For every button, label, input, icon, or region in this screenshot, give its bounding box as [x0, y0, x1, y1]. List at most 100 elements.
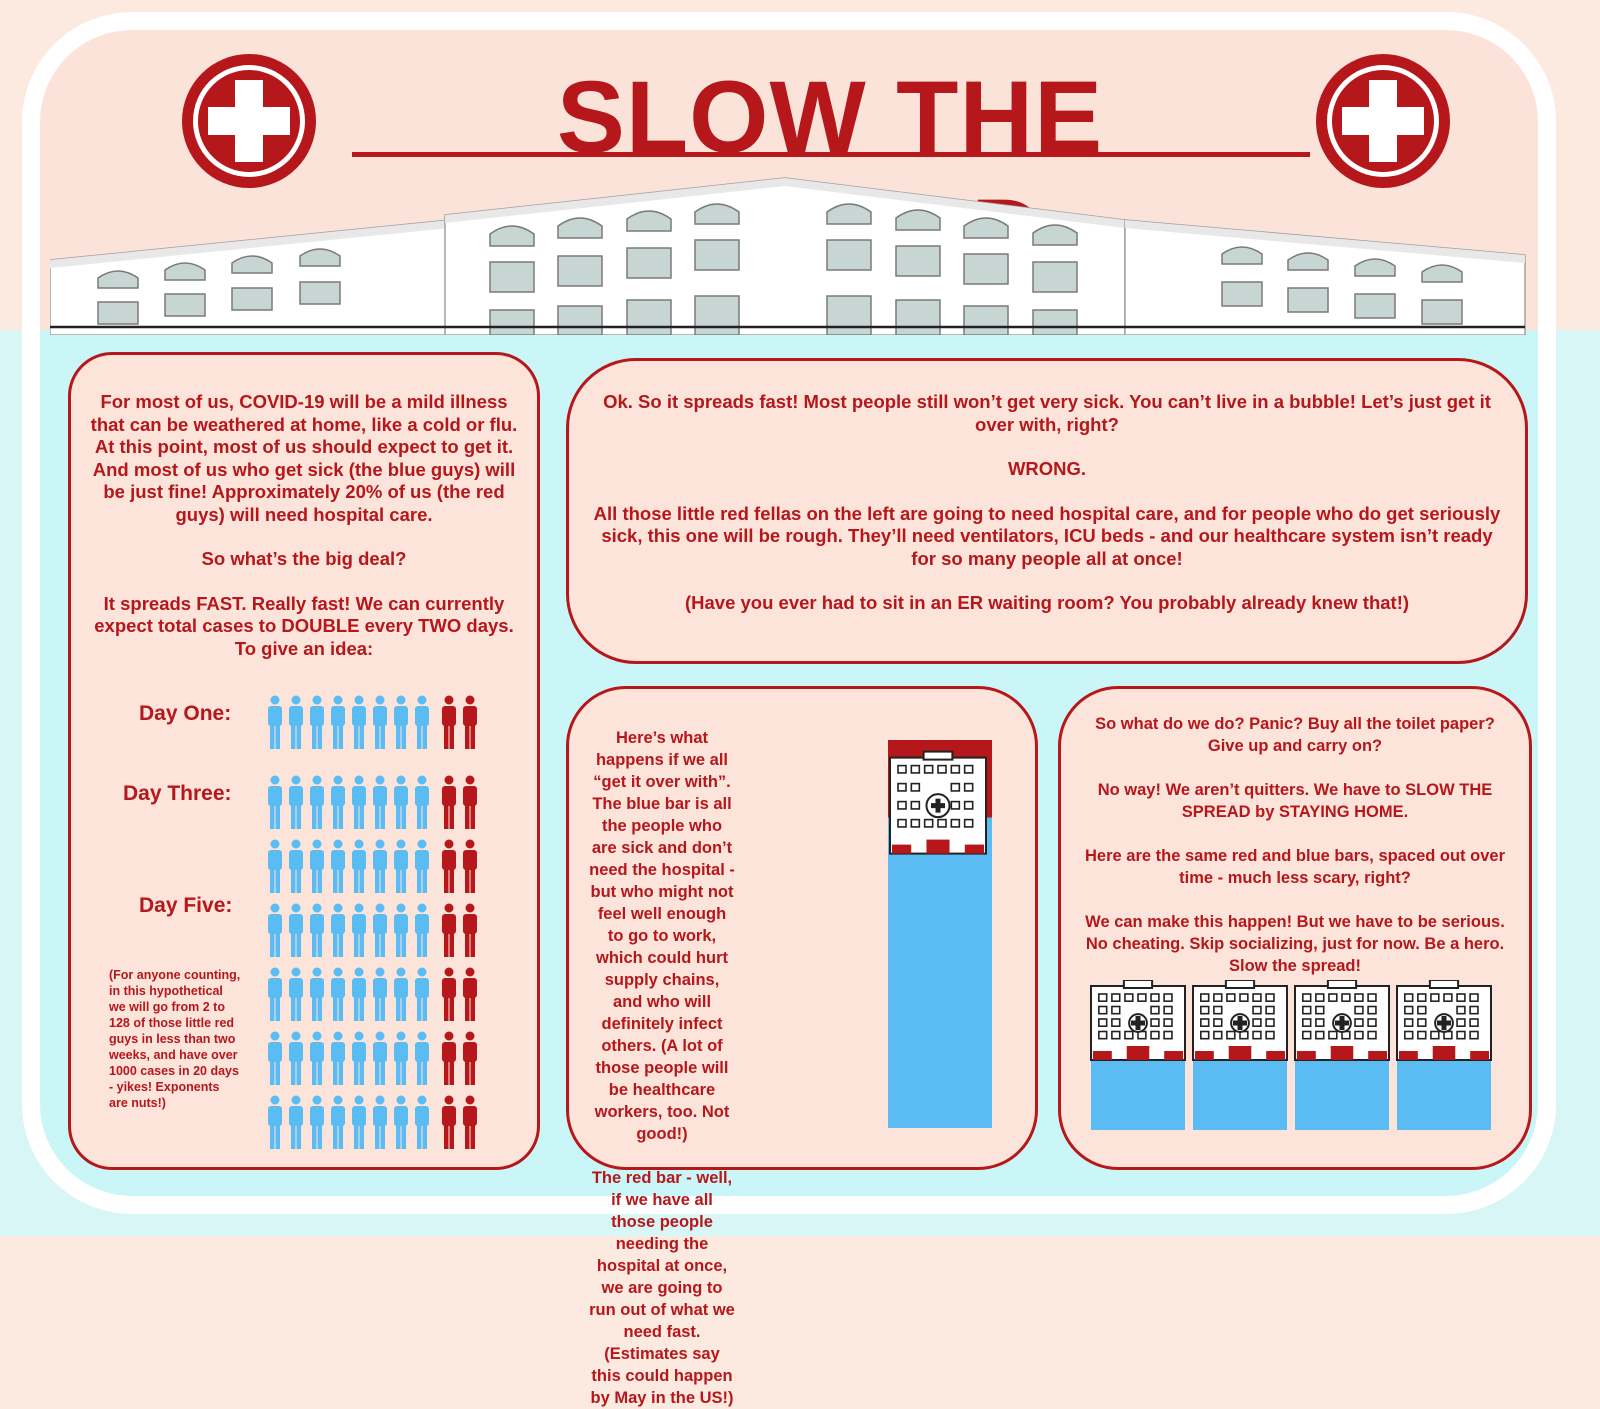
person-icon [463, 1095, 477, 1149]
people-row [268, 967, 477, 1021]
person-icon [463, 839, 477, 893]
person-icon [394, 695, 408, 749]
person-icon [394, 1095, 408, 1149]
person-icon [352, 839, 366, 893]
person-icon [415, 839, 429, 893]
person-icon [352, 1031, 366, 1085]
person-icon [331, 839, 345, 893]
footnote: (For anyone counting, in this hypothetic… [109, 968, 241, 1110]
person-icon [289, 1095, 303, 1149]
person-icon [463, 967, 477, 1021]
top-paragraph-1: Ok. So it spreads fast! Most people stil… [603, 391, 1491, 435]
exponential-growth-panel: For most of us, COVID-19 will be a mild … [68, 352, 540, 1170]
hospital-skyline-illustration [50, 177, 1526, 335]
person-icon [394, 903, 408, 957]
people-row [268, 775, 477, 829]
hospital-building-icon [1090, 980, 1186, 1061]
person-icon [415, 903, 429, 957]
person-icon [373, 839, 387, 893]
person-icon [463, 775, 477, 829]
person-icon [442, 775, 456, 829]
people-row [268, 1095, 477, 1149]
mid-paragraph-2: The red bar - well, if we have all those… [589, 1169, 735, 1407]
person-icon [415, 1031, 429, 1085]
person-icon [394, 1031, 408, 1085]
person-icon [289, 1031, 303, 1085]
day-three-label: Day Three: [123, 782, 232, 805]
person-icon [442, 903, 456, 957]
question-paragraph: So what’s the big deal? [201, 548, 407, 569]
spaced-bars-chart [1090, 980, 1492, 1130]
person-icon [352, 775, 366, 829]
person-icon [289, 775, 303, 829]
cross-icon [1316, 54, 1450, 188]
person-icon [463, 903, 477, 957]
person-icon [289, 839, 303, 893]
people-row [268, 1031, 477, 1085]
person-icon [289, 967, 303, 1021]
single-bar-chart [888, 740, 992, 1128]
person-icon [310, 903, 324, 957]
person-icon [415, 775, 429, 829]
person-icon [331, 903, 345, 957]
person-icon [268, 775, 282, 829]
right-paragraph-2: No way! We aren’t quitters. We have to S… [1097, 781, 1493, 821]
person-icon [394, 775, 408, 829]
person-icon [289, 903, 303, 957]
person-icon [463, 695, 477, 749]
person-icon [352, 967, 366, 1021]
person-icon [415, 695, 429, 749]
people-row [268, 839, 477, 893]
person-icon [442, 1031, 456, 1085]
person-icon [415, 1095, 429, 1149]
mid-paragraph-1: Here’s what happens if we all “get it ov… [589, 729, 735, 1143]
top-paragraph-2: WRONG. [1007, 458, 1087, 479]
hospital-building-icon [1192, 980, 1288, 1061]
spread-paragraph: It spreads FAST. Really fast! We can cur… [94, 592, 514, 659]
person-icon [373, 1095, 387, 1149]
right-paragraph-1: So what do we do? Panic? Buy all the toi… [1095, 715, 1495, 755]
wrong-approach-panel: Ok. So it spreads fast! Most people stil… [566, 358, 1528, 664]
person-icon [463, 1031, 477, 1085]
person-icon [310, 967, 324, 1021]
person-icon [331, 967, 345, 1021]
sick-at-home-bar [888, 817, 992, 1128]
person-icon [331, 1031, 345, 1085]
person-icon [331, 1095, 345, 1149]
hospital-building-icon [1294, 980, 1390, 1061]
person-icon [373, 903, 387, 957]
person-icon [310, 1031, 324, 1085]
hospital-building-icon [889, 750, 987, 855]
person-icon [373, 967, 387, 1021]
top-paragraph-3: All those little red fellas on the left … [593, 502, 1501, 569]
person-icon [331, 775, 345, 829]
person-icon [442, 967, 456, 1021]
right-paragraph-4: We can make this happen! But we have to … [1085, 913, 1505, 975]
person-icon [442, 839, 456, 893]
person-icon [268, 903, 282, 957]
person-icon [373, 695, 387, 749]
person-icon [289, 695, 303, 749]
person-icon [352, 903, 366, 957]
person-icon [310, 695, 324, 749]
person-icon [442, 695, 456, 749]
person-icon [373, 1031, 387, 1085]
person-icon [310, 775, 324, 829]
title-underline [352, 152, 1310, 157]
person-icon [268, 695, 282, 749]
day-one-label: Day One: [139, 702, 232, 725]
person-icon [394, 967, 408, 1021]
top-paragraph-4: (Have you ever had to sit in an ER waiti… [684, 592, 1410, 613]
person-icon [268, 1031, 282, 1085]
people-row [268, 695, 477, 749]
person-icon [310, 1095, 324, 1149]
intro-paragraph: For most of us, COVID-19 will be a mild … [90, 391, 518, 525]
day-five-label: Day Five: [139, 894, 233, 917]
people-row [268, 903, 477, 957]
cross-icon [182, 54, 316, 188]
person-icon [352, 1095, 366, 1149]
person-icon [442, 1095, 456, 1149]
person-icon [331, 695, 345, 749]
person-icon [352, 695, 366, 749]
person-icon [268, 839, 282, 893]
